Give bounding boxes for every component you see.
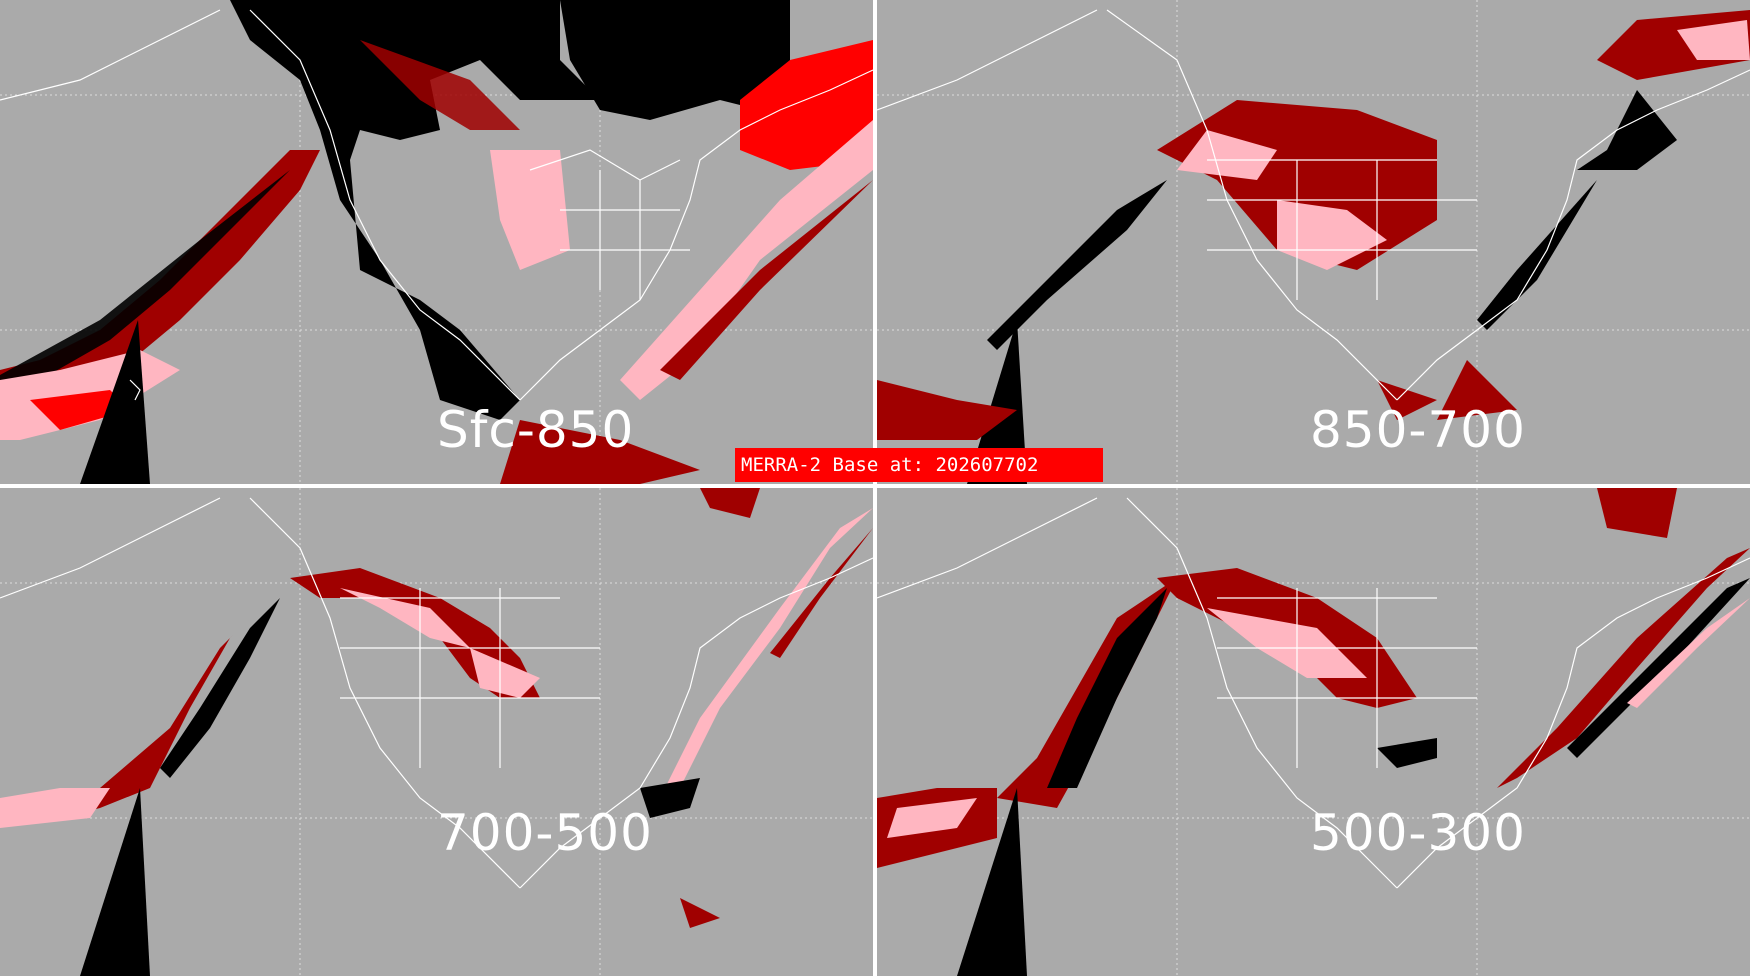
panel-label: Sfc-850 bbox=[437, 401, 635, 459]
map-region-black bbox=[230, 0, 600, 420]
map-canvas bbox=[0, 0, 873, 484]
panel-label: 850-700 bbox=[1310, 401, 1526, 459]
panel-label: 500-300 bbox=[1310, 804, 1526, 862]
map-canvas bbox=[0, 488, 873, 976]
horizontal-divider bbox=[0, 484, 1750, 488]
map-panel-500-300: 500-300 bbox=[877, 488, 1750, 976]
map-region-black bbox=[560, 0, 790, 120]
vertical-divider bbox=[873, 0, 877, 976]
map-panel-850-700: 850-700 bbox=[877, 0, 1750, 484]
satellite-swath bbox=[80, 320, 150, 484]
map-canvas bbox=[877, 488, 1750, 976]
map-canvas bbox=[877, 0, 1750, 484]
map-panel-700-500: 700-500 bbox=[0, 488, 873, 976]
panel-label: 700-500 bbox=[437, 804, 653, 862]
map-panel-sfc-850: Sfc-850 bbox=[0, 0, 873, 484]
run-info-banner: MERRA-2 Base at: 202607702 bbox=[735, 448, 1103, 482]
